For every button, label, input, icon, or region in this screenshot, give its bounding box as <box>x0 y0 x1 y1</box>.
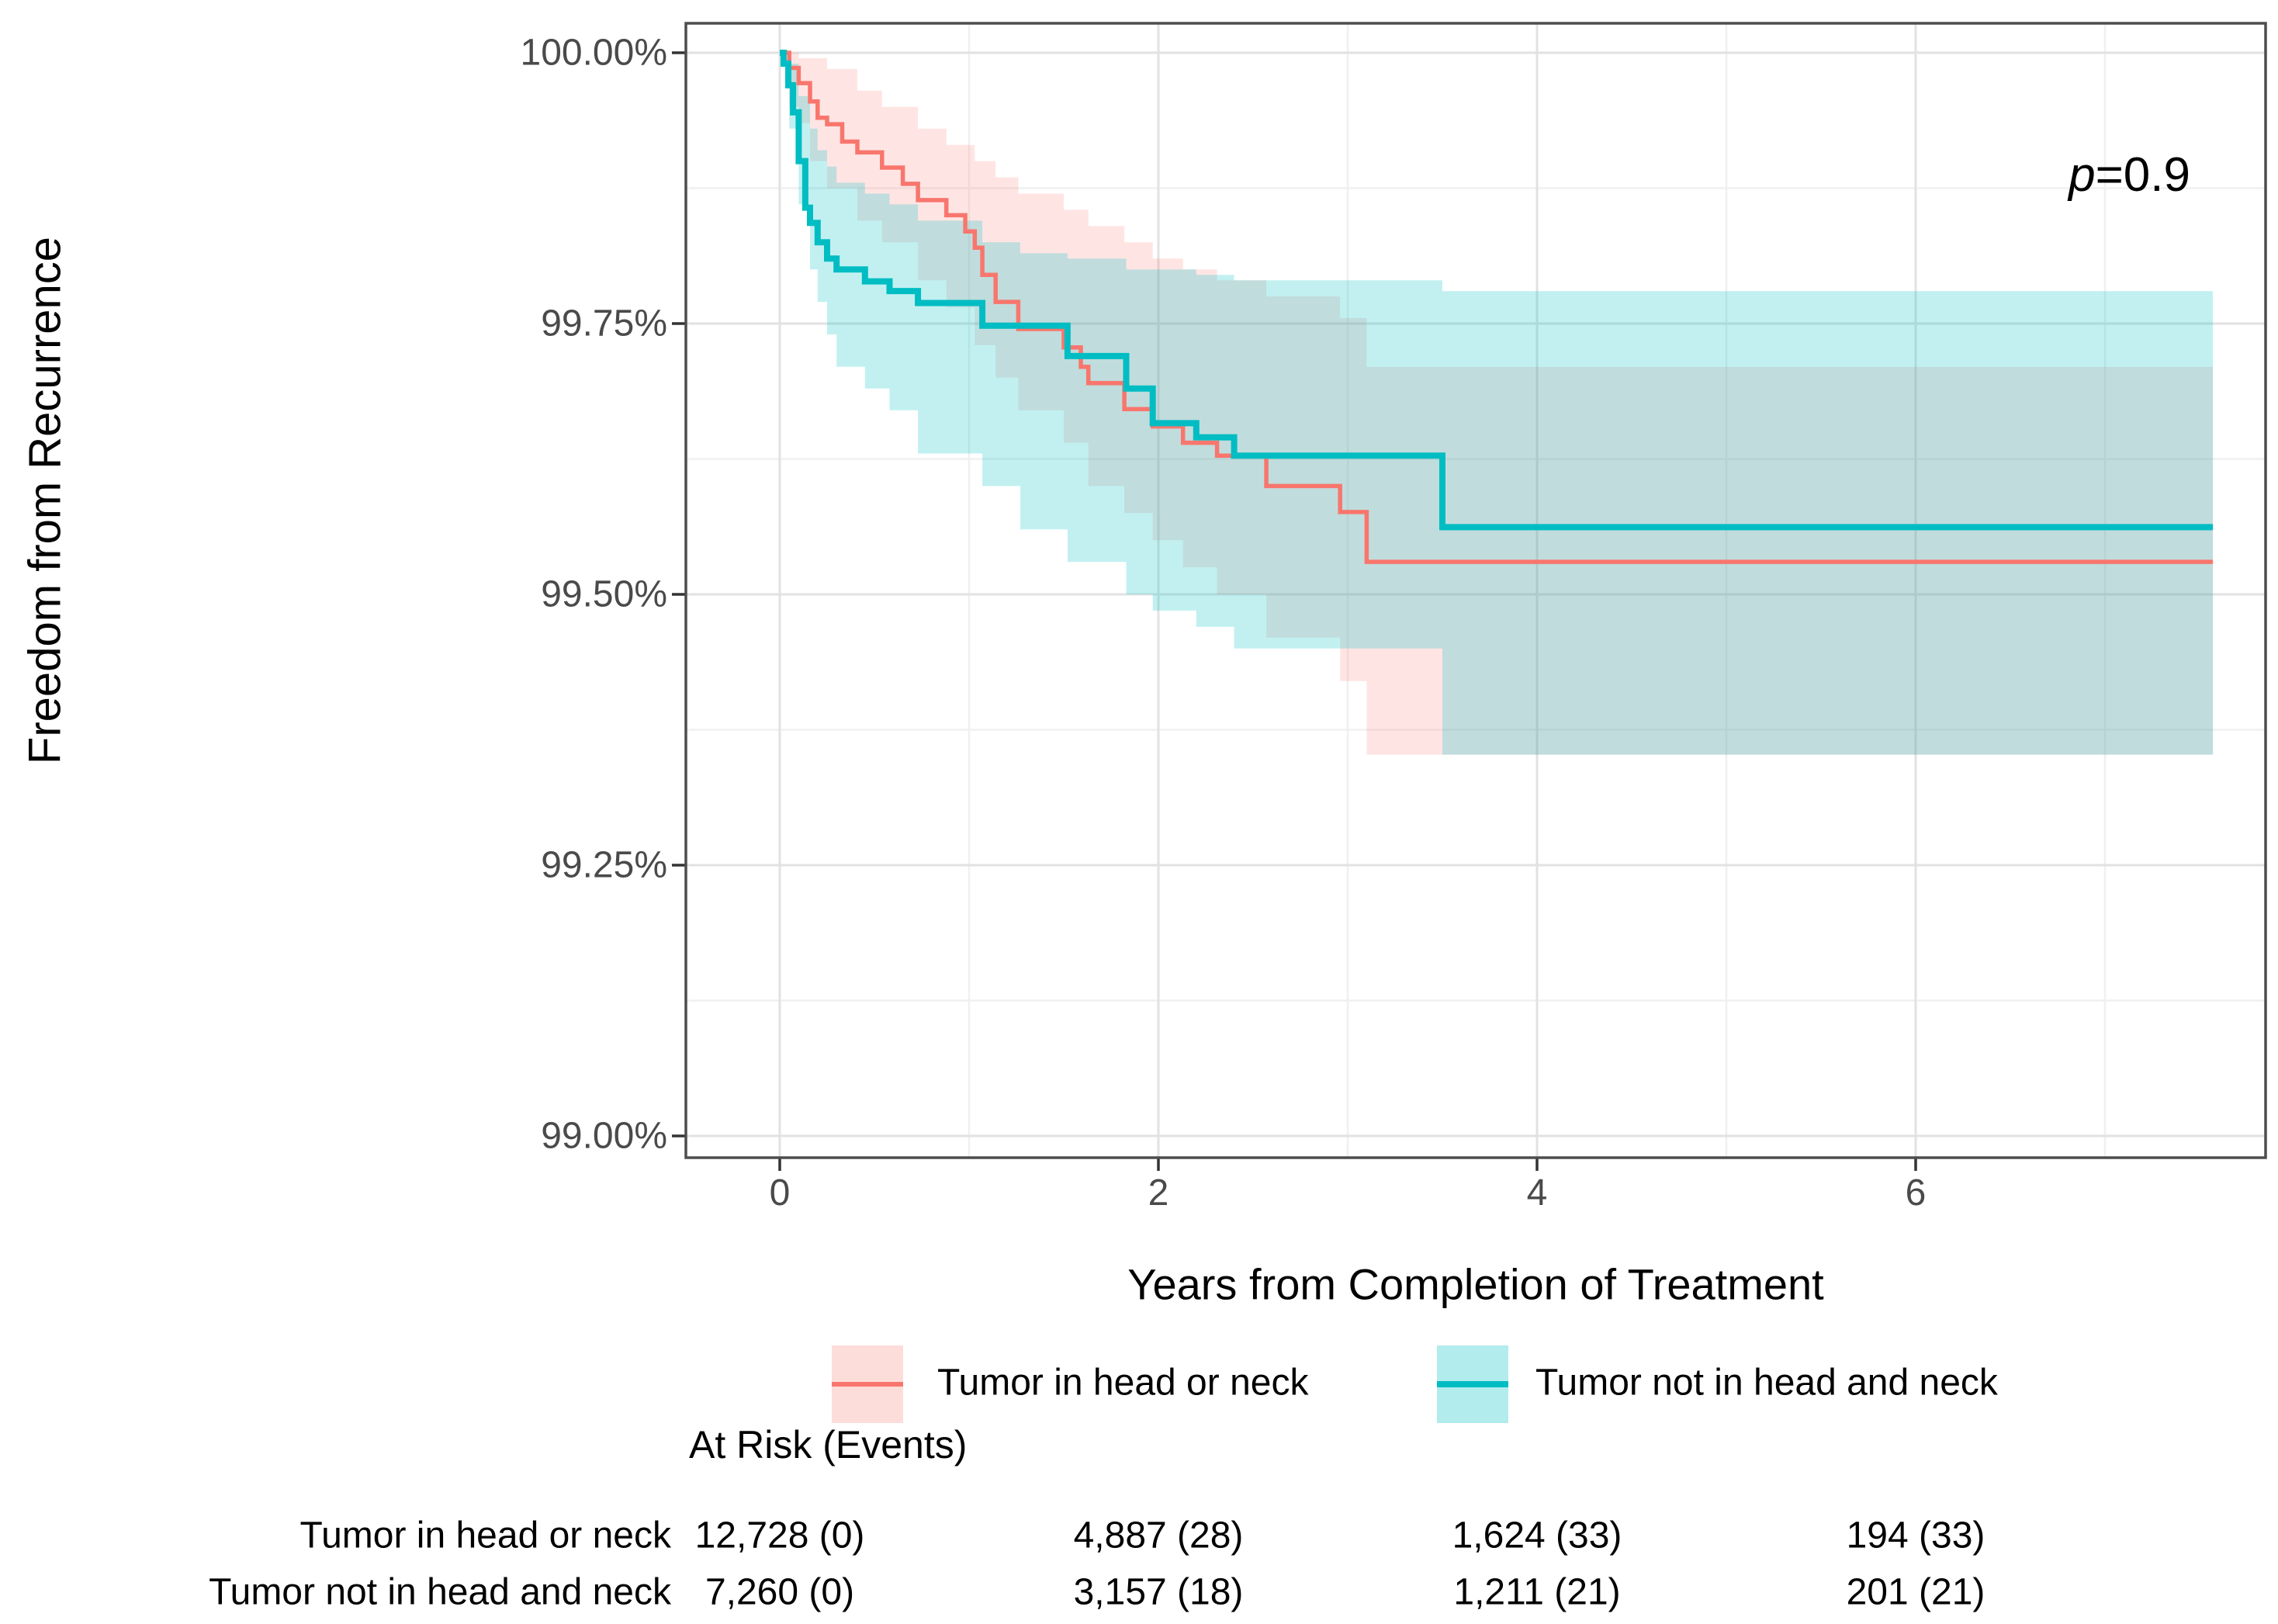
y-tick-label: 100.00% <box>520 32 668 74</box>
y-tick-label: 99.25% <box>541 844 667 886</box>
risk-cell: 1,624 (33) <box>1452 1515 1622 1556</box>
ci-ribbon-not-head-neck <box>780 53 2214 755</box>
p-value-text: =0.9 <box>2095 148 2190 202</box>
risk-row-label: Tumor not in head and neck <box>209 1571 671 1613</box>
risk-cell: 4,887 (28) <box>1073 1515 1244 1556</box>
risk-cell: 3,157 (18) <box>1073 1571 1244 1613</box>
x-tick-label: 0 <box>769 1172 791 1214</box>
risk-cell: 194 (33) <box>1846 1515 1985 1556</box>
legend-label-not-head-neck: Tumor not in head and neck <box>1535 1362 1998 1404</box>
ci-ribbon-head-neck <box>780 53 2214 755</box>
legend-key-line <box>832 1382 903 1387</box>
risk-cell: 1,211 (21) <box>1453 1571 1621 1613</box>
confidence-ribbons <box>780 53 2214 755</box>
risk-row-label: Tumor in head or neck <box>299 1515 671 1556</box>
risk-cell: 201 (21) <box>1846 1571 1985 1613</box>
x-tick-label: 4 <box>1526 1172 1548 1214</box>
p-value-annotation: p=0.9 <box>2069 147 2190 203</box>
legend-swatch-not-head-neck <box>1437 1345 1508 1423</box>
legend-swatch-head-neck <box>832 1345 903 1423</box>
x-tick-label: 6 <box>1905 1172 1927 1214</box>
legend-key-line <box>1437 1381 1508 1387</box>
p-value-symbol: p <box>2069 148 2096 202</box>
y-tick-label: 99.75% <box>541 303 667 345</box>
risk-cell: 7,260 (0) <box>705 1571 855 1613</box>
x-tick-label: 2 <box>1148 1172 1169 1214</box>
legend-label-head-neck: Tumor in head or neck <box>937 1362 1309 1404</box>
km-curve-not-head-neck <box>780 50 2214 531</box>
km-plot-panel <box>672 22 2267 1171</box>
survival-curves <box>780 50 2214 564</box>
panel-border <box>684 22 2267 1159</box>
plot-panel-background <box>686 23 2266 1158</box>
y-tick-label: 99.50% <box>541 573 667 615</box>
km-curve-head-neck <box>780 50 2214 564</box>
risk-cell: 12,728 (0) <box>694 1515 865 1556</box>
risk-table-header: At Risk (Events) <box>689 1423 968 1466</box>
y-axis-title: Freedom from Recurrence <box>19 236 71 765</box>
x-axis-title: Years from Completion of Treatment <box>1127 1259 1824 1309</box>
gridlines <box>686 23 2266 1158</box>
axis-tick-marks <box>672 51 1917 1171</box>
y-tick-label: 99.00% <box>541 1115 667 1157</box>
